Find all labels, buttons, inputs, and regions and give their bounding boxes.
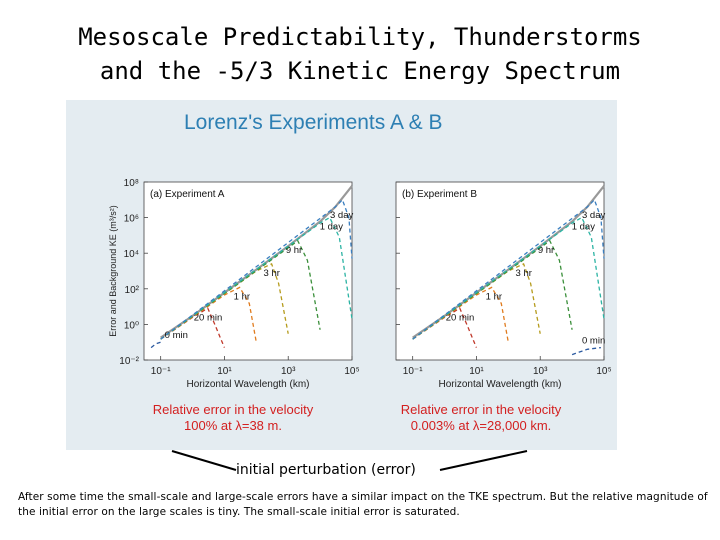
panel-b-curve-label-1-hr: 1 hr	[486, 291, 502, 302]
relative-error-note-b: Relative error in the velocity 0.003% at…	[366, 402, 596, 434]
panel-a-ytick-label: 10⁻²	[119, 356, 139, 367]
panel-a-curve-label-3-hr: 3 hr	[264, 268, 280, 279]
panel-a-plot-frame	[143, 181, 353, 361]
panel-b-error-curve-3-day	[412, 198, 605, 340]
note-a-line1: Relative error in the velocity	[152, 402, 314, 417]
panel-a-xtick-label: 10⁵	[344, 366, 359, 377]
panel-a-xlabel: Horizontal Wavelength (km)	[186, 379, 309, 390]
panel-b-xtick-label: 10³	[533, 366, 548, 377]
panel-a-curve-label-20-min: 20 min	[194, 312, 223, 323]
panel-b-xtick-label: 10¹	[469, 366, 484, 377]
caption-text: After some time the small-scale and larg…	[18, 491, 708, 518]
panel-b-curve-label-9-hr: 9 hr	[538, 245, 554, 256]
panel-a-error-curve-0-min	[150, 341, 161, 349]
panel-a-ytick-label: 10⁸	[124, 178, 139, 189]
panel-a-xtick-label: 10¹	[217, 366, 232, 377]
panel-a-xtick-label: 10⁻¹	[151, 366, 171, 377]
panel-b-curve-label-1-day: 1 day	[572, 222, 595, 233]
panel-a-ylabel: Error and Background KE (m³/s²)	[108, 205, 118, 337]
panel-a-curve-label-9-hr: 9 hr	[286, 245, 302, 256]
panel-a-title: (a) Experiment A	[150, 189, 225, 200]
slide-title-line2: and the -5/3 Kinetic Energy Spectrum	[99, 57, 621, 85]
panel-b-error-curve-1-hr	[412, 286, 509, 343]
panel-b-curve-label-3-hr: 3 hr	[516, 268, 532, 279]
panel-a-error-curve-9-hr	[160, 239, 321, 340]
panel-b-xtick-label: 10⁻¹	[403, 366, 423, 377]
figure-title: Lorenz's Experiments A & B	[184, 111, 443, 134]
panel-a-ytick-label: 10⁶	[124, 214, 139, 225]
panel-b-error-curve-20-min	[412, 307, 478, 348]
figure-panel: Lorenz's Experiments A & B 10⁸ 10⁶ 10⁴ 10² 1…	[66, 100, 617, 450]
panel-a-ytick-label: 10⁰	[124, 320, 139, 331]
panel-a-curve-label-1-day: 1 day	[320, 222, 343, 233]
slide-title-line1: Mesoscale Predictability, Thunderstorms	[78, 23, 642, 51]
panel-a-curve-label-0-min: 0 min	[165, 330, 188, 341]
note-a-line2: 100% at λ=38 m.	[184, 418, 282, 433]
slide-title: Mesoscale Predictability, Thunderstorms …	[0, 20, 720, 88]
pointer-line-right	[439, 450, 528, 471]
panel-b-curve-label-20-min: 20 min	[446, 312, 475, 323]
panel-b-curve-label-3-day: 3 day	[582, 210, 605, 221]
panel-a-error-curve-3-day	[160, 198, 353, 340]
panel-b-error-curve-9-hr	[412, 239, 573, 340]
panel-a-curve-label-1-hr: 1 hr	[234, 291, 250, 302]
panel-a-ytick-label: 10²	[125, 285, 140, 296]
panel-b-title: (b) Experiment B	[402, 189, 477, 200]
note-b-line2: 0.003% at λ=28,000 km.	[410, 418, 552, 433]
panel-a-xtick-label: 10³	[281, 366, 296, 377]
panel-b-error-curve-0-min	[571, 346, 601, 356]
pointer-line-left	[171, 450, 237, 471]
panel-b-background-spectrum-line	[412, 185, 605, 339]
panel-a-curve-label-3-day: 3 day	[330, 210, 353, 221]
panel-b-plot-frame	[395, 181, 605, 361]
note-b-line1: Relative error in the velocity	[400, 402, 562, 417]
panel-b-xtick-label: 10⁵	[596, 366, 611, 377]
panel-a-error-curve-20-min	[160, 307, 226, 348]
panel-a-ytick-label: 10⁴	[124, 249, 139, 260]
panel-a-background-spectrum-line	[160, 185, 353, 339]
relative-error-note-a: Relative error in the velocity 100% at λ…	[118, 402, 348, 434]
panel-b-curve-label-0-min: 0 min	[582, 336, 605, 347]
perturbation-label: initial perturbation (error)	[236, 462, 416, 478]
panel-b-xlabel: Horizontal Wavelength (km)	[438, 379, 561, 390]
chart-area: 10⁸ 10⁶ 10⁴ 10² 10⁰ 10⁻² 10⁻¹ 10¹ 10³ 10⁵ Horizont…	[108, 178, 612, 390]
panel-a-error-curve-1-hr	[160, 286, 257, 343]
